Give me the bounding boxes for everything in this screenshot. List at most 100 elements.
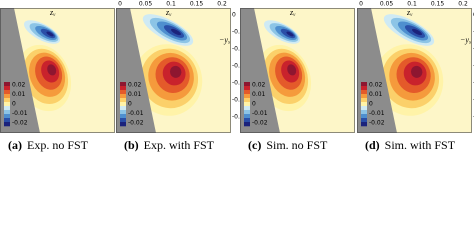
colorbar-label: 0 — [12, 101, 16, 108]
subscript: s — [469, 41, 471, 46]
colorbar-swatch — [244, 122, 250, 127]
symbol: z — [406, 8, 411, 17]
colorbar-swatch — [361, 118, 367, 123]
subscript: v — [410, 13, 413, 18]
colorbar-swatch — [4, 90, 10, 95]
caption: (c) Sim. no FST — [248, 138, 328, 152]
colorbar-swatch — [4, 110, 10, 115]
contour — [47, 64, 57, 76]
colorbar-swatch — [4, 98, 10, 103]
colorbar-swatch — [120, 114, 126, 119]
caption: (d) Sim. with FST — [365, 138, 456, 152]
x-tick-label: 0.05 — [139, 1, 153, 8]
panel: 0.02 0.01 0 -0.01 -0.02 — [116, 8, 231, 133]
frame — [240, 8, 355, 133]
colorbar-swatch — [4, 82, 10, 87]
colorbar-swatch — [4, 114, 10, 119]
colorbar-label: 0.01 — [128, 91, 142, 98]
colorbar-swatch — [361, 86, 367, 91]
contour — [170, 28, 182, 36]
panel: 0.02 0.01 0 -0.01 -0.02 — [357, 8, 472, 133]
colorbar-swatch — [244, 110, 250, 115]
x-tick-label: 0.1 — [407, 1, 417, 8]
plot — [0, 8, 115, 133]
colorbar-swatch — [4, 102, 10, 107]
contour — [287, 64, 297, 76]
panel: 0.02 0.01 0 -0.01 -0.02 — [0, 8, 115, 133]
colorbar-swatch — [4, 122, 10, 127]
colorbar-label: 0.01 — [369, 91, 383, 98]
contour — [410, 65, 423, 78]
colorbar-swatch — [361, 114, 367, 119]
panel: 0.02 0.01 0 -0.01 -0.02 — [240, 8, 355, 133]
x-tick-label: 0 — [359, 1, 363, 8]
x-tick-label: 0 — [118, 1, 122, 8]
colorbar-swatch — [120, 110, 126, 115]
colorbar-swatch — [120, 98, 126, 103]
subscript: v — [293, 13, 296, 18]
x-tick-label: 0.2 — [458, 1, 468, 8]
colorbar-swatch — [361, 94, 367, 99]
colorbar-swatch — [244, 82, 250, 87]
x-tick-label: 0.15 — [431, 1, 445, 8]
contour — [286, 31, 294, 37]
colorbar-swatch — [244, 86, 250, 91]
frame — [357, 8, 472, 133]
symbol: z — [165, 8, 170, 17]
panel-label: (b) — [124, 138, 139, 152]
symbol: −y — [460, 35, 469, 44]
panel-label: (d) — [365, 138, 380, 152]
contour — [169, 65, 182, 78]
colorbar-label: -0.02 — [128, 120, 144, 127]
colorbar-swatch — [361, 106, 367, 111]
colorbar-swatch — [120, 90, 126, 95]
y-tick-label: -0.15 — [232, 63, 248, 70]
colorbar-swatch — [4, 118, 10, 123]
colorbar-swatch — [361, 122, 367, 127]
colorbar-label: 0.02 — [12, 82, 26, 89]
y-tick-label: -0.05 — [232, 29, 248, 36]
panel-label: (c) — [248, 138, 261, 152]
colorbar-swatch — [244, 118, 250, 123]
colorbar-swatch — [4, 86, 10, 91]
colorbar-label: 0.02 — [128, 82, 142, 89]
colorbar-swatch — [361, 90, 367, 95]
y-annotation: −ys — [460, 35, 471, 45]
colorbar-swatch — [120, 106, 126, 111]
symbol: −y — [219, 35, 228, 44]
y-annotation: −ys — [219, 35, 230, 45]
subscript: v — [53, 13, 56, 18]
x-tick-label: 0.2 — [217, 1, 227, 8]
plot — [116, 8, 231, 133]
y-tick-label: -0.2 — [232, 80, 244, 87]
colorbar-swatch — [120, 86, 126, 91]
x-tick-label: 0.05 — [380, 1, 394, 8]
plot — [357, 8, 472, 133]
colorbar-swatch — [361, 98, 367, 103]
subscript: v — [169, 13, 172, 18]
colorbar-swatch — [120, 118, 126, 123]
colorbar-label: -0.01 — [12, 110, 28, 117]
z-annotation: zv — [289, 8, 296, 18]
colorbar-swatch — [244, 94, 250, 99]
colorbar-swatch — [4, 106, 10, 111]
colorbar-label: 0.01 — [252, 91, 266, 98]
x-tick-label: 0.15 — [190, 1, 204, 8]
caption-text: Sim. no FST — [266, 138, 328, 152]
colorbar-swatch — [244, 90, 250, 95]
colorbar-label: 0.01 — [12, 91, 26, 98]
symbol: z — [289, 8, 294, 17]
colorbar-swatch — [120, 82, 126, 87]
caption-text: Exp. with FST — [144, 138, 215, 152]
colorbar-swatch — [361, 102, 367, 107]
colorbar-swatch — [244, 102, 250, 107]
colorbar-label: -0.01 — [369, 110, 385, 117]
colorbar-label: -0.01 — [252, 110, 268, 117]
colorbar-label: -0.02 — [369, 120, 385, 127]
caption-text: Exp. no FST — [27, 138, 89, 152]
colorbar-swatch — [4, 94, 10, 99]
colorbar-swatch — [244, 98, 250, 103]
caption: (b) Exp. with FST — [124, 138, 215, 152]
colorbar-label: -0.01 — [128, 110, 144, 117]
